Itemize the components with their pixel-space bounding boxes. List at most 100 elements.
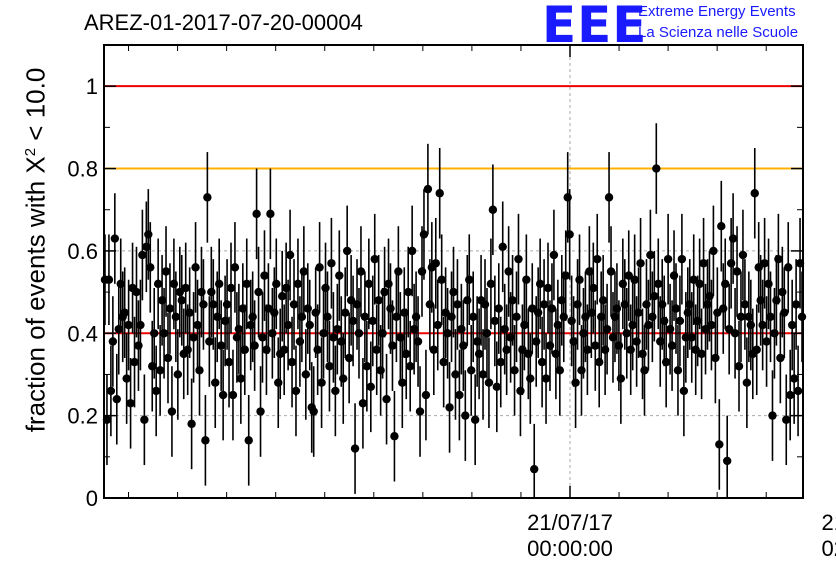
marker [205,337,214,346]
data-point [189,292,198,383]
marker [539,300,549,309]
marker [740,300,750,309]
marker [390,432,399,441]
data-point [658,259,667,350]
data-point [305,279,314,371]
marker [514,254,523,264]
marker [112,394,121,404]
marker [490,316,500,326]
marker [585,267,594,276]
marker [295,337,305,346]
data-point [498,201,507,293]
data-point [409,283,419,375]
marker [150,329,159,338]
data-point [726,217,736,309]
marker [421,390,431,400]
marker [364,279,374,289]
marker [551,349,561,359]
data-point [667,300,677,391]
marker [404,287,413,297]
marker [443,329,452,338]
data-point [342,205,352,297]
y-axis-title-suffix: < 10.0 [20,67,51,148]
data-point [199,259,208,350]
data-point [309,366,318,457]
marker [352,300,362,309]
data-point [762,296,771,387]
marker [663,254,673,264]
data-point [713,267,722,358]
data-point [622,287,631,379]
data-point [537,316,547,408]
data-point [585,226,594,317]
marker [419,230,429,239]
marker [640,366,649,375]
marker [634,308,643,317]
marker [707,320,716,330]
data-point [329,292,338,383]
marker [104,275,114,284]
data-point [315,222,324,313]
data-point [262,304,271,396]
marker [567,316,576,326]
marker [439,357,448,367]
marker [784,263,793,272]
data-point [512,271,521,363]
marker [717,222,726,231]
x-tick-label-time: 02:00:00 [821,536,836,561]
marker [224,357,234,367]
data-point [350,403,360,494]
marker [646,250,655,260]
data-point [153,238,163,330]
marker [232,333,242,342]
data-point [327,217,336,309]
data-point [478,329,488,420]
marker [451,370,460,379]
marker [496,357,505,367]
data-point [372,304,381,396]
data-point [411,271,421,363]
data-point [786,349,795,441]
data-point [218,349,228,441]
data-point [429,304,439,396]
data-point [126,357,135,449]
marker [553,320,563,330]
marker [277,292,287,301]
marker [652,164,661,173]
marker [502,345,511,354]
data-point [185,267,194,358]
data-point [449,246,458,338]
y-axis-title: fraction of events with Χ2 < 10.0 [21,68,52,433]
marker [151,386,161,396]
marker [344,353,354,363]
data-point [626,304,635,396]
marker [583,345,592,354]
y-axis-title-sup: 2 [21,147,39,157]
marker [719,304,728,313]
data-point [205,296,214,387]
marker [711,353,720,363]
marker [146,263,155,272]
data-point [530,423,539,498]
data-point [557,255,566,346]
data-point [467,325,476,416]
data-point [707,279,716,371]
data-point [303,263,312,354]
marker [687,333,696,342]
marker [787,320,797,330]
data-point [591,300,600,391]
data-point [348,275,358,367]
data-point [673,325,683,416]
marker [591,341,600,350]
marker [163,353,173,363]
marker [226,283,236,293]
marker [606,267,616,276]
marker [437,275,446,284]
data-point [181,242,190,334]
data-points [100,123,807,498]
marker [157,296,167,305]
data-point [742,337,752,428]
marker [695,279,704,289]
data-point [451,329,460,420]
marker [732,267,742,276]
